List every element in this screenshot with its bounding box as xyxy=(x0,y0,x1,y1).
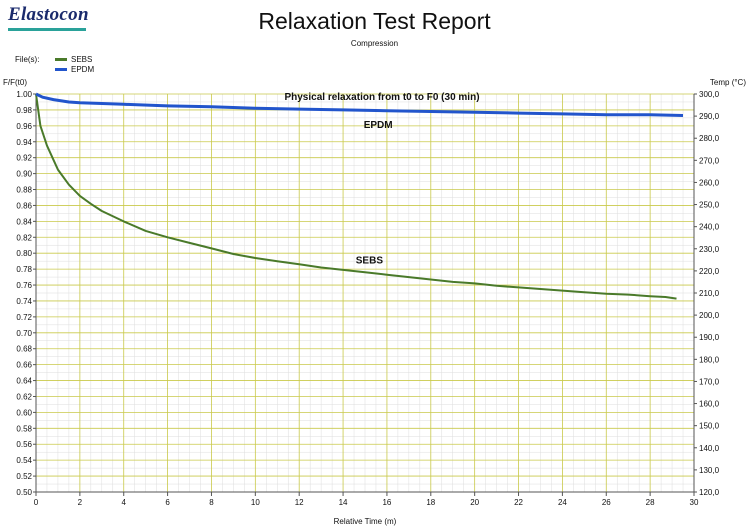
y-tick-label: 0.78 xyxy=(16,265,32,274)
x-tick-label: 10 xyxy=(251,498,260,507)
y-tick-label: 0.86 xyxy=(16,201,32,210)
y2-tick-label: 200,0 xyxy=(699,311,720,320)
y2-tick-label: 290,0 xyxy=(699,112,720,121)
annotation-sebs: SEBS xyxy=(356,256,384,267)
y2-tick-label: 180,0 xyxy=(699,355,720,364)
y-tick-label: 0.54 xyxy=(16,456,32,465)
x-tick-label: 6 xyxy=(165,498,170,507)
x-tick-label: 18 xyxy=(426,498,435,507)
y2-tick-label: 170,0 xyxy=(699,377,720,386)
y-tick-label: 1.00 xyxy=(16,90,32,99)
y-tick-label: 0.80 xyxy=(16,249,32,258)
x-axis-label: Relative Time (m) xyxy=(334,517,397,526)
y2-tick-label: 190,0 xyxy=(699,333,720,342)
y-tick-label: 0.90 xyxy=(16,170,32,179)
y2-tick-label: 120,0 xyxy=(699,488,720,497)
y-tick-label: 0.88 xyxy=(16,186,32,195)
y-tick-label: 0.50 xyxy=(16,488,32,497)
y2-tick-label: 210,0 xyxy=(699,289,720,298)
x-tick-label: 26 xyxy=(602,498,611,507)
report-title: Relaxation Test Report xyxy=(258,8,491,34)
y-tick-label: 0.92 xyxy=(16,154,32,163)
brand-logo: Elastocon xyxy=(8,4,89,25)
y-tick-label: 0.68 xyxy=(16,345,32,354)
x-tick-label: 12 xyxy=(295,498,304,507)
x-tick-label: 24 xyxy=(558,498,567,507)
y2-tick-label: 300,0 xyxy=(699,90,720,99)
y2-tick-label: 230,0 xyxy=(699,245,720,254)
y-tick-label: 0.70 xyxy=(16,329,32,338)
y-tick-label: 0.84 xyxy=(16,217,32,226)
x-tick-label: 30 xyxy=(690,498,699,507)
legend-swatch-sebs xyxy=(55,58,67,61)
chart-title: Physical relaxation from t0 to F0 (30 mi… xyxy=(284,92,479,103)
y-tick-label: 0.82 xyxy=(16,233,32,242)
legend-label-sebs: SEBS xyxy=(71,55,93,64)
y-tick-label: 0.58 xyxy=(16,424,32,433)
logo-underline xyxy=(8,28,86,31)
annotation-epdm: EPDM xyxy=(364,120,393,131)
y2-tick-label: 150,0 xyxy=(699,422,720,431)
x-tick-label: 8 xyxy=(209,498,214,507)
y2-tick-label: 280,0 xyxy=(699,134,720,143)
legend-item-sebs: SEBS xyxy=(55,55,92,64)
y-tick-label: 0.74 xyxy=(16,297,32,306)
y-tick-label: 0.52 xyxy=(16,472,32,481)
y-tick-label: 0.72 xyxy=(16,313,32,322)
x-tick-label: 22 xyxy=(514,498,523,507)
legend-swatch-epdm xyxy=(55,68,67,71)
y-tick-label: 0.56 xyxy=(16,440,32,449)
y-axis-label: F/F(t0) xyxy=(3,78,27,87)
files-label: File(s): xyxy=(15,55,40,64)
series-line-sebs xyxy=(35,93,677,300)
y-tick-label: 0.60 xyxy=(16,408,32,417)
y-tick-label: 0.76 xyxy=(16,281,32,290)
y2-axis-label: Temp (°C) xyxy=(710,78,746,87)
x-tick-label: 28 xyxy=(646,498,655,507)
x-tick-label: 16 xyxy=(382,498,391,507)
x-tick-label: 0 xyxy=(34,498,39,507)
y-tick-label: 0.94 xyxy=(16,138,32,147)
series-line-epdm xyxy=(35,92,684,117)
x-tick-label: 14 xyxy=(339,498,348,507)
y-tick-label: 0.62 xyxy=(16,392,32,401)
y2-tick-label: 140,0 xyxy=(699,444,720,453)
x-tick-label: 2 xyxy=(78,498,83,507)
y2-tick-label: 130,0 xyxy=(699,466,720,475)
y2-tick-label: 160,0 xyxy=(699,400,720,409)
x-tick-label: 20 xyxy=(470,498,479,507)
y-tick-label: 0.66 xyxy=(16,361,32,370)
y-tick-label: 0.98 xyxy=(16,106,32,115)
y2-tick-label: 240,0 xyxy=(699,223,720,232)
x-tick-label: 4 xyxy=(122,498,127,507)
legend-label-epdm: EPDM xyxy=(71,65,95,74)
y-tick-label: 0.96 xyxy=(16,122,32,131)
y2-tick-label: 250,0 xyxy=(699,201,720,210)
y2-tick-label: 220,0 xyxy=(699,267,720,276)
report-subtitle: Compression xyxy=(350,39,399,48)
y-tick-label: 0.64 xyxy=(16,377,32,386)
y2-tick-label: 260,0 xyxy=(699,178,720,187)
legend-item-epdm: EPDM xyxy=(55,65,94,74)
y2-tick-label: 270,0 xyxy=(699,156,720,165)
